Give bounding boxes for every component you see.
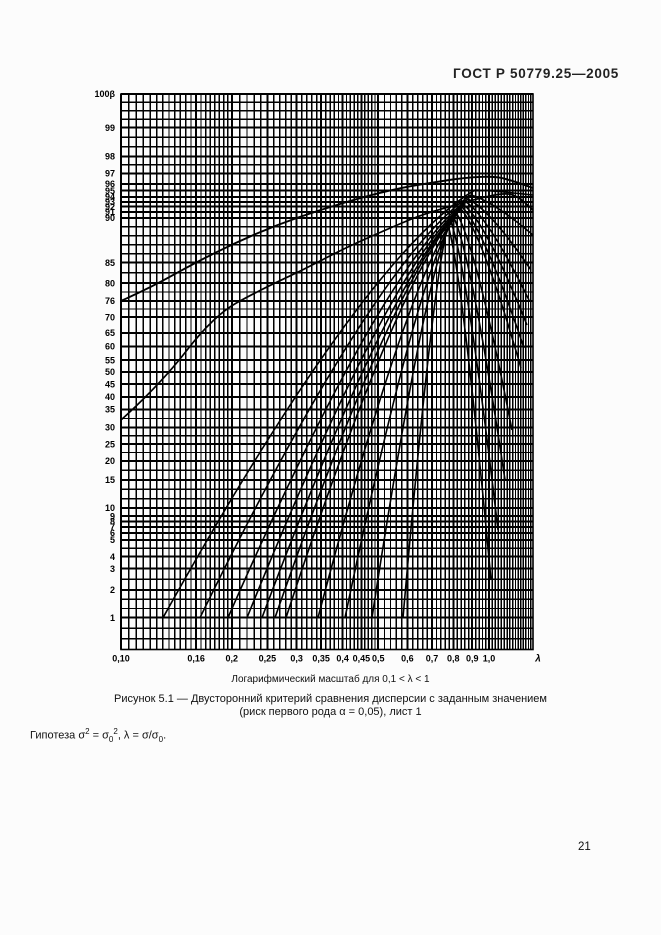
svg-text:0,9: 0,9 xyxy=(466,654,479,664)
svg-text:0,6: 0,6 xyxy=(401,654,414,664)
svg-text:4: 4 xyxy=(110,552,115,562)
svg-text:90: 90 xyxy=(105,213,115,223)
svg-text:100β: 100β xyxy=(94,89,115,99)
svg-text:0,7: 0,7 xyxy=(426,654,439,664)
svg-text:0,8: 0,8 xyxy=(447,654,460,664)
svg-text:0,25: 0,25 xyxy=(259,654,277,664)
svg-text:2: 2 xyxy=(110,585,115,595)
svg-text:65: 65 xyxy=(105,328,115,338)
svg-text:5: 5 xyxy=(110,535,115,545)
svg-text:25: 25 xyxy=(105,439,115,449)
svg-text:55: 55 xyxy=(105,355,115,365)
svg-text:0,3: 0,3 xyxy=(290,654,303,664)
svg-text:0,5: 0,5 xyxy=(372,654,385,664)
svg-text:30: 30 xyxy=(105,423,115,433)
svg-text:85: 85 xyxy=(105,258,115,268)
svg-text:0,10: 0,10 xyxy=(112,654,130,664)
svg-text:76: 76 xyxy=(105,296,115,306)
svg-text:3: 3 xyxy=(110,564,115,574)
svg-text:0,2: 0,2 xyxy=(226,654,239,664)
svg-text:0,35: 0,35 xyxy=(312,654,330,664)
svg-text:0,45: 0,45 xyxy=(353,654,371,664)
svg-text:97: 97 xyxy=(105,169,115,179)
svg-text:0,4: 0,4 xyxy=(336,654,349,664)
svg-text:20: 20 xyxy=(105,456,115,466)
svg-text:35: 35 xyxy=(105,405,115,415)
svg-text:0,16: 0,16 xyxy=(187,654,205,664)
svg-text:1: 1 xyxy=(110,613,115,623)
svg-text:15: 15 xyxy=(105,475,115,485)
svg-text:45: 45 xyxy=(105,379,115,389)
svg-text:50: 50 xyxy=(105,367,115,377)
svg-text:40: 40 xyxy=(105,392,115,402)
svg-text:98: 98 xyxy=(105,152,115,162)
svg-text:70: 70 xyxy=(105,312,115,322)
svg-text:60: 60 xyxy=(105,342,115,352)
svg-text:λ: λ xyxy=(534,654,541,665)
svg-text:1,0: 1,0 xyxy=(483,654,496,664)
svg-text:80: 80 xyxy=(105,278,115,288)
svg-text:99: 99 xyxy=(105,123,115,133)
